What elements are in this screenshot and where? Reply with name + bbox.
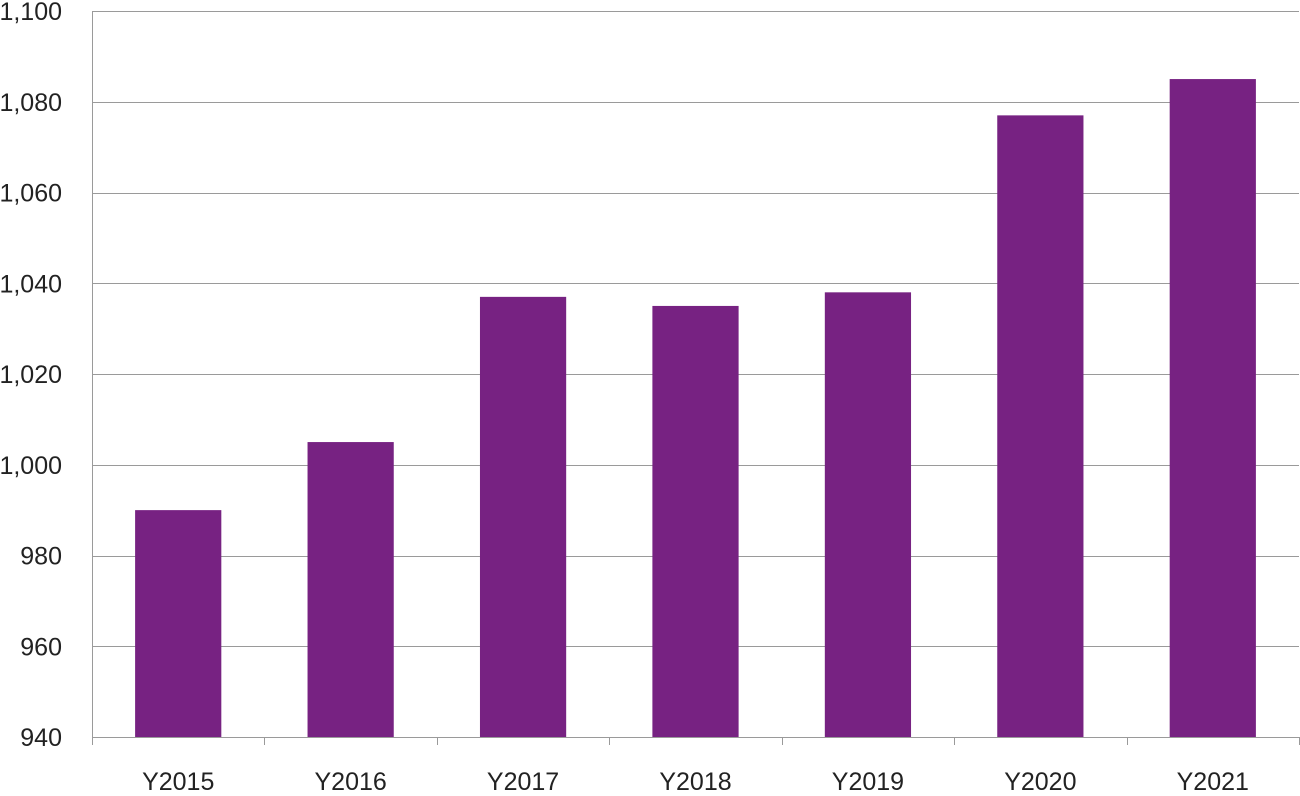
y-tick-labels: 940 960 980 1,000 1,020 1,040 1,060 1,080 1,100: [0, 0, 62, 752]
y-tick-label: 1,000: [0, 452, 62, 480]
bar-y2021: [1169, 79, 1256, 737]
y-tick-label: 1,020: [0, 361, 62, 389]
y-tick-label: 980: [20, 543, 62, 571]
x-tick-label: Y2015: [142, 768, 214, 796]
x-tick-label: Y2020: [1004, 768, 1076, 796]
y-tick-label: 1,060: [0, 180, 62, 208]
y-tick-label: 1,100: [0, 0, 62, 26]
bar-y2015: [135, 510, 222, 737]
x-tick-label: Y2017: [487, 768, 559, 796]
bars: [135, 79, 1256, 738]
y-tick-label: 940: [20, 724, 62, 752]
y-tick-label: 1,080: [0, 89, 62, 117]
bar-y2016: [307, 442, 394, 737]
bar-y2020: [997, 115, 1084, 738]
x-tick-label: Y2016: [314, 768, 386, 796]
y-tick-label: 1,040: [0, 270, 62, 298]
x-tick-labels: Y2015 Y2016 Y2017 Y2018 Y2019 Y2020 Y2021: [142, 768, 1249, 796]
x-tick-label: Y2018: [659, 768, 731, 796]
axes: [92, 11, 1300, 745]
bar-y2017: [479, 296, 567, 737]
y-tick-label: 960: [20, 633, 62, 661]
bar-y2019: [824, 292, 912, 737]
x-tick-label: Y2019: [832, 768, 904, 796]
bar-y2018: [652, 305, 739, 737]
x-tick-label: Y2021: [1177, 768, 1249, 796]
